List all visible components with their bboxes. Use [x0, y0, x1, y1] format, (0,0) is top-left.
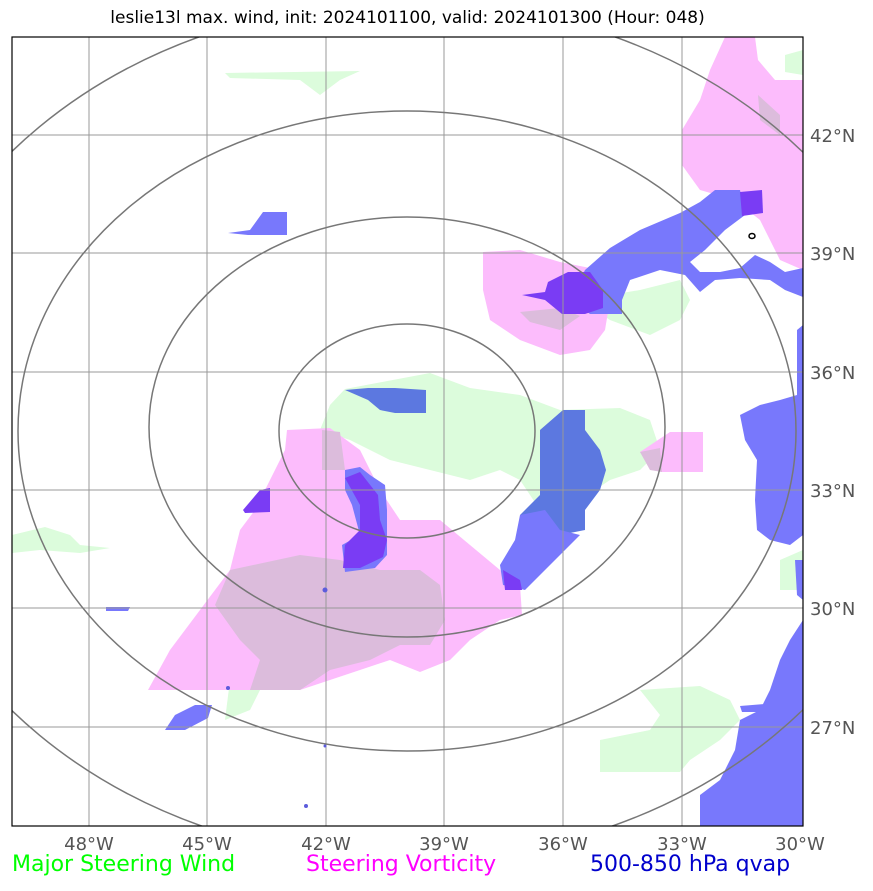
range-ring — [17, 110, 797, 752]
qvap-region — [700, 620, 803, 826]
qvap-region — [165, 705, 212, 730]
storm-marker — [748, 232, 756, 240]
wind-region — [580, 280, 690, 335]
qvap-specks — [226, 587, 328, 808]
lat-label: 36°N — [810, 363, 855, 384]
map-plot-area — [12, 37, 803, 826]
qvap-layer — [106, 190, 803, 826]
wind-region — [12, 527, 110, 553]
lat-label: 27°N — [810, 718, 855, 739]
lon-label: 39°W — [419, 834, 469, 855]
legend-qvap: 500-850 hPa qvap — [590, 852, 791, 877]
range-rings — [12, 37, 803, 826]
qvap-region — [345, 388, 426, 413]
latitude-labels: 42°N 39°N 36°N 33°N 30°N 27°N — [810, 126, 855, 739]
wind-region — [600, 686, 740, 772]
lat-label: 30°N — [810, 599, 855, 620]
legend-steering-wind: Major Steering Wind — [12, 852, 236, 877]
lon-label: 42°W — [301, 834, 351, 855]
range-ring — [278, 323, 536, 539]
wind-region — [225, 71, 360, 95]
lon-label: 36°W — [538, 834, 588, 855]
qvap-region — [740, 325, 803, 545]
lat-label: 33°N — [810, 481, 855, 502]
vorticity-region — [682, 37, 803, 270]
map-title: leslie13l max. wind, init: 2024101100, v… — [110, 8, 705, 28]
qvap-region — [570, 190, 803, 314]
lat-label: 39°N — [810, 244, 855, 265]
range-ring — [148, 216, 666, 638]
qvap-region — [343, 472, 387, 568]
qvap-region — [500, 510, 580, 590]
overlap-region — [215, 555, 445, 690]
overlap-region — [758, 95, 780, 135]
qvap-region — [740, 704, 765, 712]
wind-region — [785, 50, 803, 75]
lat-label: 42°N — [810, 126, 855, 147]
plot-frame — [11, 36, 804, 827]
legend-steering-vorticity: Steering Vorticity — [306, 852, 497, 877]
qvap-region — [228, 212, 287, 235]
qvap-region — [740, 190, 763, 216]
overlap-region — [322, 430, 345, 470]
longitude-labels: 48°W 45°W 42°W 39°W 36°W 33°W 30°W — [64, 834, 825, 855]
lon-label: 33°W — [657, 834, 707, 855]
qvap-region — [795, 560, 803, 600]
overlap-region — [640, 448, 662, 472]
lon-label: 30°W — [775, 834, 825, 855]
lon-label: 45°W — [182, 834, 232, 855]
graticule — [12, 37, 803, 826]
qvap-region — [503, 570, 522, 590]
lon-label: 48°W — [64, 834, 114, 855]
qvap-region — [243, 488, 270, 513]
